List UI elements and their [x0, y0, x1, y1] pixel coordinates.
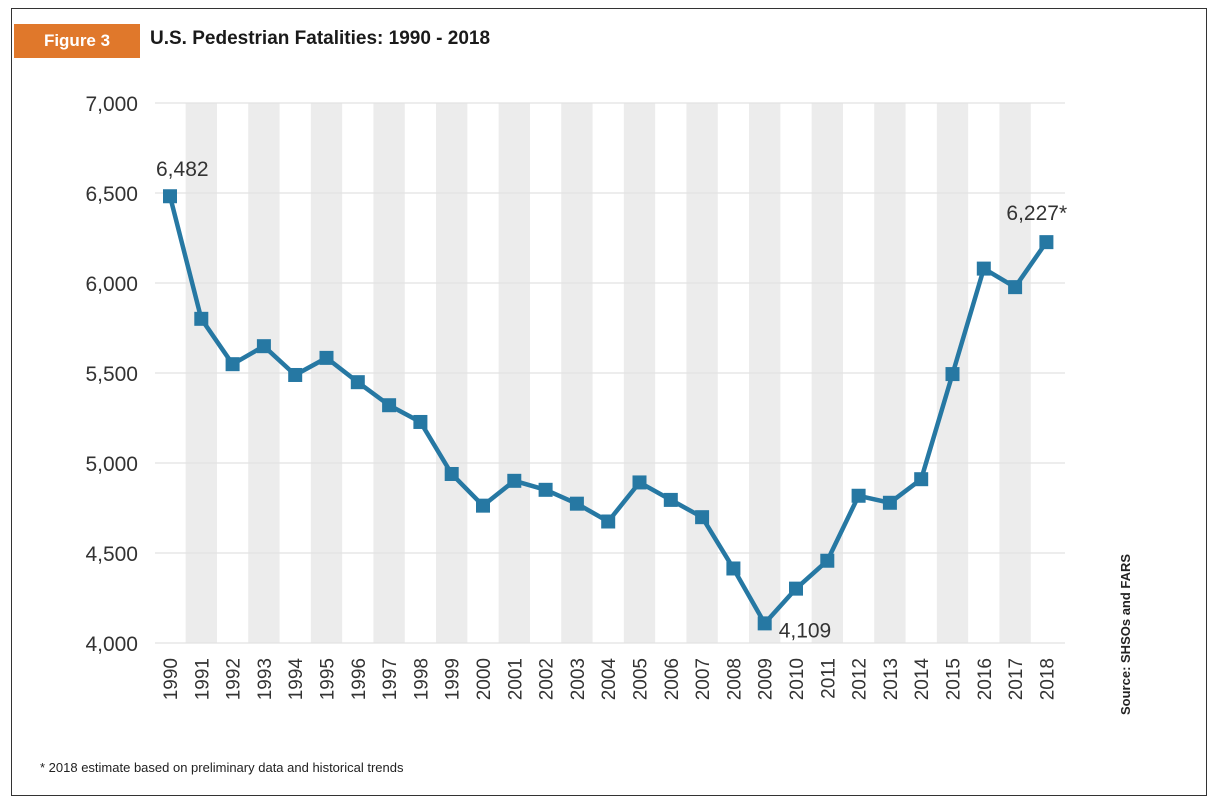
- data-point: [976, 261, 991, 276]
- x-tick-label: 1992: [224, 658, 245, 700]
- x-tick-label: 1995: [318, 658, 339, 700]
- y-tick-label: 6,000: [85, 273, 138, 296]
- data-point: [914, 472, 929, 487]
- data-point: [319, 350, 334, 365]
- y-tick-label: 6,500: [85, 183, 138, 206]
- data-point: [789, 581, 803, 596]
- x-tick-label: 2011: [818, 658, 839, 699]
- x-tick-label: 2012: [850, 658, 871, 700]
- data-point: [882, 495, 897, 510]
- data-point: [382, 398, 397, 413]
- data-label: 6,482: [156, 158, 209, 181]
- data-point: [820, 553, 835, 568]
- x-axis-ticks: 1990 1991 1992 1993 1994 1995 1996 1997 1998 1999…: [161, 658, 1058, 701]
- data-label: 6,227*: [1006, 202, 1067, 225]
- data-annotations: 6,482 4,109 6,227*: [156, 158, 1067, 642]
- x-tick-label: 2002: [537, 658, 558, 700]
- data-point: [632, 475, 647, 490]
- x-tick-label: 1991: [192, 658, 213, 700]
- x-tick-label: 2013: [881, 658, 902, 700]
- x-tick-label: 2004: [599, 658, 620, 701]
- x-tick-label: 2005: [631, 658, 652, 700]
- data-point: [569, 496, 584, 511]
- x-tick-label: 2001: [505, 658, 526, 700]
- y-tick-label: 5,500: [85, 363, 138, 386]
- data-markers: [163, 189, 1054, 631]
- x-tick-label: 2015: [944, 658, 965, 700]
- series-line: [167, 195, 1049, 626]
- data-point: [225, 357, 240, 372]
- x-tick-label: 1990: [161, 658, 182, 700]
- x-tick-label: 2010: [787, 658, 808, 700]
- data-point: [695, 510, 710, 525]
- data-point: [476, 498, 490, 513]
- data-point: [194, 311, 209, 326]
- series-line: [167, 195, 1049, 626]
- gridlines: [155, 102, 1065, 644]
- data-point: [163, 189, 177, 204]
- x-tick-label: 1994: [286, 658, 307, 701]
- data-point: [350, 375, 365, 390]
- x-tick-label: 2006: [662, 658, 683, 700]
- data-point: [757, 616, 772, 631]
- figure-badge: Figure 3: [14, 24, 140, 58]
- source-note: Source: SHSOs and FARS: [1118, 553, 1133, 715]
- data-point: [288, 367, 303, 382]
- y-tick-label: 7,000: [85, 93, 138, 116]
- data-label: 4,109: [779, 619, 832, 642]
- data-point: [945, 367, 960, 382]
- x-tick-label: 2014: [912, 658, 933, 701]
- footnote: * 2018 estimate based on preliminary dat…: [40, 760, 404, 775]
- x-tick-label: 2003: [568, 658, 589, 700]
- chart-title: U.S. Pedestrian Fatalities: 1990 - 2018: [150, 28, 491, 49]
- x-tick-label: 1998: [411, 658, 432, 700]
- x-tick-label: 2016: [975, 658, 996, 700]
- data-point: [444, 466, 459, 481]
- data-point: [507, 473, 522, 488]
- x-tick-label: 1996: [349, 658, 370, 700]
- x-tick-label: 1993: [255, 658, 276, 700]
- y-tick-label: 4,500: [85, 543, 138, 566]
- data-point: [1039, 235, 1054, 250]
- data-point: [851, 488, 866, 503]
- data-point: [413, 414, 428, 429]
- data-point: [663, 492, 678, 507]
- x-tick-label: 2008: [724, 658, 745, 700]
- x-tick-label: 2017: [1006, 658, 1027, 700]
- y-axis-ticks: 4,000 4,500 5,000 5,500 6,000 6,500 7,000: [85, 93, 138, 656]
- y-tick-label: 4,000: [85, 633, 138, 656]
- data-point: [538, 482, 553, 497]
- data-point: [1008, 280, 1023, 295]
- data-point: [726, 561, 741, 576]
- x-tick-label: 1999: [443, 658, 464, 700]
- data-point: [601, 514, 616, 529]
- y-tick-label: 5,000: [85, 453, 138, 476]
- data-point: [256, 339, 271, 354]
- x-tick-label: 2007: [693, 658, 714, 700]
- x-tick-label: 2000: [474, 658, 495, 700]
- x-tick-label: 2018: [1037, 658, 1058, 700]
- x-tick-label: 2009: [756, 658, 777, 700]
- x-tick-label: 1997: [380, 658, 401, 700]
